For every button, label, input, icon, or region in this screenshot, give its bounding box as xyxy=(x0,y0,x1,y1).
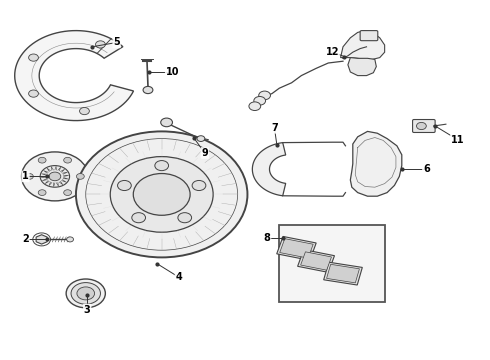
Bar xyxy=(279,225,385,302)
Circle shape xyxy=(79,107,89,114)
Polygon shape xyxy=(326,264,360,283)
FancyBboxPatch shape xyxy=(413,120,435,132)
Circle shape xyxy=(118,180,131,190)
Polygon shape xyxy=(301,252,331,270)
Polygon shape xyxy=(341,31,385,59)
Circle shape xyxy=(96,41,105,48)
Circle shape xyxy=(71,283,100,304)
Circle shape xyxy=(259,91,270,100)
Circle shape xyxy=(192,180,206,190)
Text: 3: 3 xyxy=(84,305,91,315)
Text: 6: 6 xyxy=(423,164,430,174)
Circle shape xyxy=(28,90,38,97)
Circle shape xyxy=(64,190,72,195)
Text: 1: 1 xyxy=(22,171,29,181)
Text: 11: 11 xyxy=(451,135,465,145)
Text: 9: 9 xyxy=(201,148,208,158)
Circle shape xyxy=(197,136,205,141)
Circle shape xyxy=(76,131,247,257)
Polygon shape xyxy=(324,262,362,285)
Polygon shape xyxy=(350,131,402,196)
Circle shape xyxy=(25,174,33,179)
Text: 10: 10 xyxy=(166,67,179,77)
Circle shape xyxy=(110,157,213,232)
FancyBboxPatch shape xyxy=(360,31,378,41)
Text: 12: 12 xyxy=(325,47,339,57)
Text: 8: 8 xyxy=(264,233,270,243)
Circle shape xyxy=(132,213,146,223)
Circle shape xyxy=(178,213,192,223)
Circle shape xyxy=(66,279,105,308)
Circle shape xyxy=(40,166,70,187)
Polygon shape xyxy=(277,237,316,260)
Text: 5: 5 xyxy=(113,37,120,48)
Circle shape xyxy=(22,152,88,201)
Polygon shape xyxy=(252,143,286,196)
Circle shape xyxy=(133,174,190,215)
Polygon shape xyxy=(36,235,47,244)
Text: 7: 7 xyxy=(271,123,278,133)
Circle shape xyxy=(76,174,84,179)
Polygon shape xyxy=(348,58,376,76)
Circle shape xyxy=(28,54,38,61)
Circle shape xyxy=(155,161,169,171)
Circle shape xyxy=(143,86,153,94)
Circle shape xyxy=(38,190,46,195)
Circle shape xyxy=(416,122,426,130)
Polygon shape xyxy=(280,239,313,258)
Circle shape xyxy=(249,102,261,111)
Text: 4: 4 xyxy=(175,272,182,282)
Polygon shape xyxy=(297,249,335,273)
Circle shape xyxy=(161,118,172,127)
Polygon shape xyxy=(15,31,133,121)
Circle shape xyxy=(77,287,95,300)
Circle shape xyxy=(64,157,72,163)
Circle shape xyxy=(49,172,61,181)
Circle shape xyxy=(67,237,74,242)
Circle shape xyxy=(38,157,46,163)
Circle shape xyxy=(254,96,266,105)
Text: 2: 2 xyxy=(22,234,29,244)
